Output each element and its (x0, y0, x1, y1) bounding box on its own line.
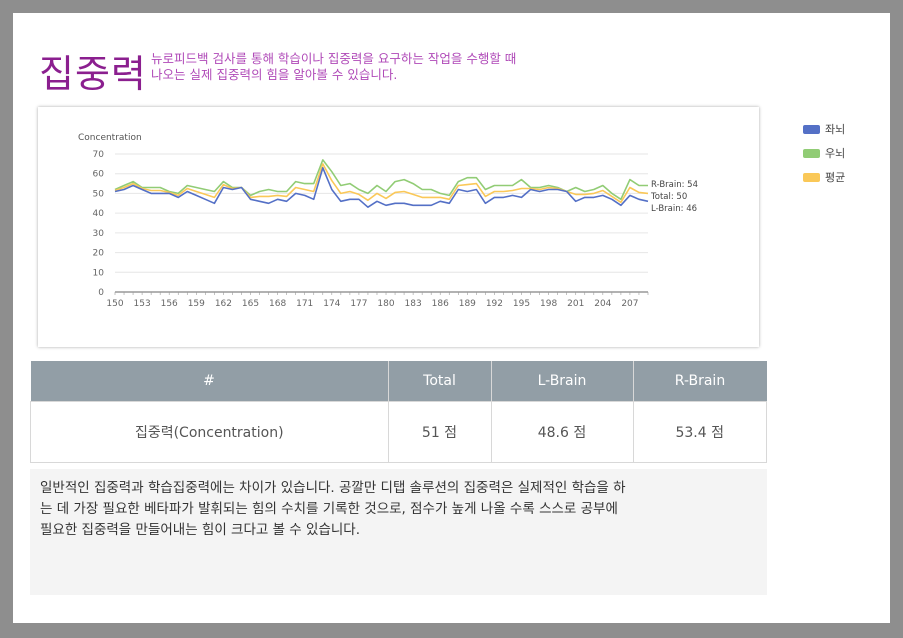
x-tick-label-204: 204 (594, 299, 611, 309)
end-label-1: Total: 50 (650, 192, 687, 202)
x-tick-label-156: 156 (161, 299, 178, 309)
legend-item-left-brain[interactable]: 좌뇌 (803, 117, 845, 141)
x-tick-label-171: 171 (296, 299, 313, 309)
x-tick-label-165: 165 (242, 299, 259, 309)
series-line-0 (114, 166, 649, 208)
y-tick-label-60: 60 (93, 170, 105, 180)
x-tick-label-189: 189 (459, 299, 476, 309)
x-tick-label-159: 159 (188, 299, 205, 309)
legend-swatch-left-brain (803, 124, 820, 134)
description-line-1: 뉴로피드백 검사를 통해 학습이나 집중력을 요구하는 작업을 수행할 때 (151, 51, 517, 66)
description-line-2: 나오는 실제 집중력의 힘을 알아볼 수 있습니다. (151, 67, 398, 82)
x-tick-label-192: 192 (486, 299, 503, 309)
concentration-chart: Concentration 0 10 20 30 40 50 60 70 150 153 156 159… (38, 107, 759, 347)
explanation-box: 일반적인 집중력과 학습집중력에는 차이가 있습니다. 공깔만 디탭 솔루션의 … (30, 469, 767, 595)
x-tick-label-183: 183 (405, 299, 422, 309)
chart-svg: Concentration 0 10 20 30 40 50 60 70 150 153 156 159… (78, 133, 698, 309)
y-tick-label-30: 30 (93, 229, 105, 239)
y-axis-label: Concentration (78, 133, 142, 143)
table-row: 집중력(Concentration) 51 점 48.6 점 53.4 점 (30, 401, 767, 463)
x-tick-label-207: 207 (621, 299, 638, 309)
col-header-name: # (30, 361, 389, 402)
report-page: 집중력 뉴로피드백 검사를 통해 학습이나 집중력을 요구하는 작업을 수행할 … (13, 13, 890, 623)
x-tick-label-162: 162 (215, 299, 232, 309)
col-header-left-brain: L-Brain (491, 361, 634, 402)
end-label-0: R-Brain: 54 (651, 180, 698, 190)
x-tick-label-168: 168 (269, 299, 286, 309)
col-header-right-brain: R-Brain (633, 361, 767, 402)
col-header-total: Total (388, 361, 492, 402)
x-tick-label-177: 177 (350, 299, 367, 309)
cell-total: 51 점 (387, 401, 492, 463)
chart-legend: 좌뇌 우뇌 평균 (803, 117, 845, 189)
page-description: 뉴로피드백 검사를 통해 학습이나 집중력을 요구하는 작업을 수행할 때 나오… (151, 51, 516, 83)
table-header-row: # Total L-Brain R-Brain (30, 361, 767, 402)
page-title: 집중력 (39, 52, 147, 96)
x-tick-label-201: 201 (567, 299, 584, 309)
legend-label-left-brain: 좌뇌 (825, 123, 846, 136)
y-tick-label-50: 50 (93, 189, 105, 199)
legend-label-right-brain: 우뇌 (825, 147, 846, 160)
cell-right-brain: 53.4 점 (632, 401, 767, 463)
x-tick-label-150: 150 (106, 299, 123, 309)
y-tick-label-40: 40 (93, 209, 105, 219)
y-tick-label-70: 70 (93, 150, 105, 160)
x-tick-label-153: 153 (134, 299, 151, 309)
x-tick-label-198: 198 (540, 299, 557, 309)
series-line-2 (114, 163, 649, 204)
concentration-table: # Total L-Brain R-Brain 집중력(Concentratio… (30, 361, 767, 463)
y-tick-label-0: 0 (98, 288, 104, 298)
end-label-2: L-Brain: 46 (651, 204, 697, 214)
y-tick-label-10: 10 (93, 268, 105, 278)
y-tick-label-20: 20 (93, 249, 105, 259)
legend-item-average[interactable]: 평균 (803, 165, 845, 189)
legend-swatch-average (803, 172, 820, 182)
cell-metric-name: 집중력(Concentration) (30, 401, 389, 463)
legend-label-average: 평균 (825, 171, 846, 184)
legend-item-right-brain[interactable]: 우뇌 (803, 141, 845, 165)
x-tick-label-174: 174 (323, 299, 340, 309)
legend-swatch-right-brain (803, 148, 820, 158)
x-tick-label-195: 195 (513, 299, 530, 309)
explanation-text: 일반적인 집중력과 학습집중력에는 차이가 있습니다. 공깔만 디탭 솔루션의 … (40, 480, 626, 538)
cell-left-brain: 48.6 점 (490, 401, 634, 463)
x-tick-label-180: 180 (377, 299, 394, 309)
x-tick-label-186: 186 (432, 299, 449, 309)
